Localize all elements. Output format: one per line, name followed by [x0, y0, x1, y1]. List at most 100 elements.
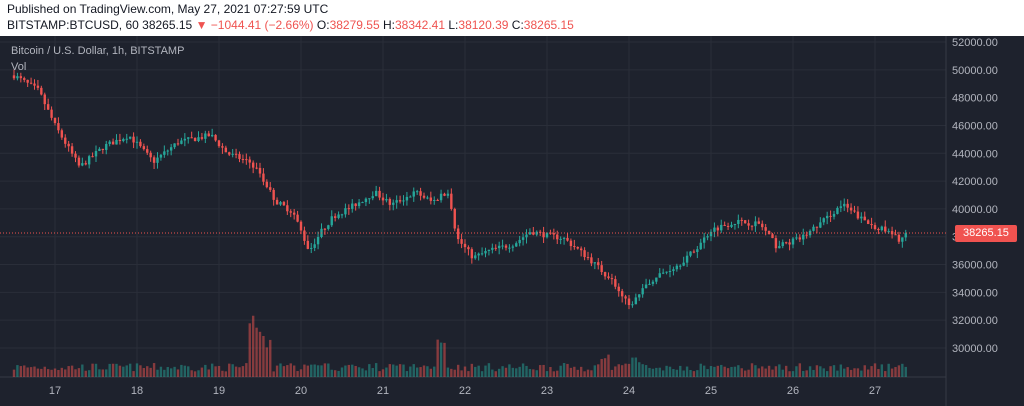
volume-bar [135, 363, 139, 377]
candle-body [757, 221, 761, 224]
candle-body [74, 153, 77, 158]
volume-bar [586, 369, 590, 377]
candle-body [446, 193, 450, 196]
volume-bar [398, 364, 402, 377]
volume-bar [658, 367, 661, 377]
candle-body [894, 234, 897, 236]
candle-body [183, 138, 187, 141]
candle-body [597, 262, 600, 266]
volume-bar [289, 363, 292, 377]
volume-bar [730, 366, 733, 377]
candle-body [207, 133, 210, 137]
candle-body [378, 190, 381, 198]
y-tick-label: 40000.00 [952, 204, 998, 216]
candle-body [405, 196, 409, 201]
candle-body [477, 253, 480, 256]
y-tick-label: 44000.00 [952, 148, 998, 160]
volume-bar [378, 371, 381, 377]
volume-bar [713, 366, 716, 377]
candle-body [600, 265, 603, 273]
volume-bar [241, 366, 245, 377]
candle-body [747, 223, 750, 226]
candle-body [573, 246, 576, 248]
candle-body [767, 230, 771, 235]
candle-body [159, 154, 163, 158]
candle-body [361, 202, 364, 204]
volume-bar [494, 371, 497, 377]
volume-bar [750, 363, 754, 377]
candle-body [169, 147, 173, 151]
volume-bar [463, 366, 467, 377]
candle-body [409, 196, 412, 198]
volume-bar [778, 364, 781, 377]
chart-background [0, 36, 1024, 406]
volume-bar [224, 371, 228, 377]
candle-body [60, 130, 64, 138]
volume-bar [781, 369, 784, 377]
volume-bar [487, 363, 491, 377]
candle-body [26, 79, 29, 83]
candle-body [33, 83, 36, 86]
volume-bar [549, 367, 552, 377]
volume-bar [696, 370, 699, 377]
candle-body [128, 136, 132, 139]
candle-body [347, 208, 351, 210]
volume-bar [340, 367, 344, 377]
volume-bar [542, 364, 545, 377]
volume-bar [204, 364, 207, 377]
candle-body [450, 193, 453, 209]
candle-body [887, 231, 890, 233]
volume-bar [275, 365, 279, 377]
candle-body [754, 221, 757, 227]
volume-bar [771, 369, 774, 377]
candle-body [316, 237, 320, 245]
volume-bar [193, 371, 197, 377]
candle-body [422, 195, 426, 198]
chart-canvas[interactable]: 30000.0032000.0034000.0036000.0038000.00… [0, 36, 1024, 406]
close-value: 38265.15 [523, 18, 574, 32]
candle-body [166, 150, 169, 152]
volume-bar [825, 371, 829, 377]
candle-body [385, 198, 388, 201]
volume-bar [545, 371, 549, 377]
candle-body [737, 219, 740, 224]
candle-body [624, 296, 627, 299]
candle-body [603, 272, 607, 277]
chart-frame[interactable]: 30000.0032000.0034000.0036000.0038000.00… [0, 36, 1024, 406]
candle-body [306, 240, 310, 249]
volume-bar [108, 363, 111, 377]
candle-body [152, 157, 156, 163]
volume-bar [251, 315, 255, 377]
candle-body [231, 153, 234, 155]
volume-bar [812, 369, 815, 377]
volume-bar [269, 339, 272, 377]
volume-bar [597, 364, 600, 377]
candle-body [675, 265, 679, 270]
volume-bar [665, 365, 668, 377]
volume-bar [446, 367, 450, 377]
volume-bar [856, 368, 860, 377]
candle-body [214, 134, 217, 141]
candle-body [904, 233, 907, 238]
candle-body [77, 157, 81, 166]
volume-bar [716, 365, 720, 377]
volume-bar [808, 366, 812, 377]
candle-body [36, 85, 40, 88]
candle-body [245, 159, 248, 161]
volume-bar [173, 366, 176, 377]
y-tick-label: 34000.00 [952, 287, 998, 299]
volume-bar [439, 342, 443, 377]
candle-body [180, 140, 183, 144]
candle-body [310, 247, 313, 249]
candle-body [822, 218, 825, 223]
candle-body [644, 284, 648, 289]
candle-body [70, 146, 74, 154]
candle-body [685, 255, 689, 263]
volume-bar [843, 368, 846, 377]
candle-body [795, 237, 798, 239]
candle-body [262, 173, 265, 182]
candle-body [890, 231, 894, 235]
volume-bar [361, 368, 364, 377]
volume-bar [583, 371, 586, 377]
volume-bar [603, 358, 607, 377]
